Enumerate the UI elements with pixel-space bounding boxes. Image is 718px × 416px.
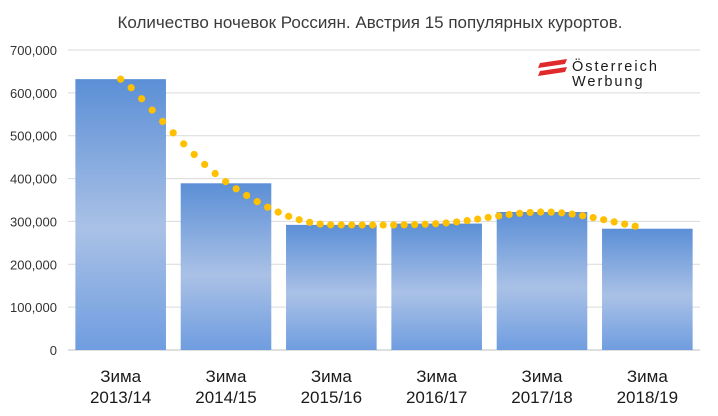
y-tick-label: 500,000 (10, 129, 57, 144)
trendline-dot (474, 215, 482, 223)
trendline-dot (505, 210, 513, 219)
trendline-dot (369, 221, 377, 229)
trendline-dot (631, 222, 639, 230)
trendline-dot (138, 95, 146, 103)
austria-werbung-logo: Österreich Werbung (538, 57, 659, 90)
bar (496, 212, 588, 350)
trendline-dot (316, 220, 324, 228)
trendline-dot (127, 84, 135, 92)
trendline-dot (621, 220, 629, 228)
y-tick-label: 400,000 (10, 172, 57, 187)
trendline-dot (264, 203, 272, 211)
x-tick-label: Зима (522, 367, 563, 386)
trendline-dot (285, 212, 293, 220)
x-tick-label: Зима (416, 367, 457, 386)
trendline-dot (211, 169, 219, 178)
trendline-dot (253, 198, 261, 206)
bars (75, 79, 693, 351)
x-tick-label: Зима (627, 367, 668, 386)
trendline-dot (274, 208, 282, 216)
bar (602, 228, 693, 350)
trendline-dot (169, 129, 177, 137)
y-tick-label: 600,000 (10, 86, 57, 101)
trendline-dot (327, 221, 335, 229)
logo-line2: Werbung (572, 74, 645, 90)
trendline-dot (201, 160, 209, 169)
x-tick-label: 2016/17 (406, 388, 467, 407)
x-tick-label: 2013/14 (90, 388, 151, 407)
trendline-dot (495, 212, 503, 220)
trendline-dot (232, 185, 240, 193)
chart-title: Количество ночевок Россиян. Австрия 15 п… (118, 13, 623, 32)
trendline (117, 75, 639, 230)
trendline-dot (358, 221, 366, 229)
trendline-dot (159, 117, 167, 126)
trendline-dot (547, 208, 555, 216)
trendline-dot (421, 220, 429, 228)
y-tick-label: 200,000 (10, 257, 57, 272)
trendline-dot (243, 191, 251, 200)
trendline-dot (348, 221, 356, 229)
trendline-dot (600, 216, 608, 224)
y-axis-ticks: 0 100,000 200,000 300,000 400,000 500,000 600,… (10, 43, 57, 358)
trendline-dot (453, 218, 461, 226)
trendline-dot (400, 221, 408, 229)
trendline-dot (442, 219, 450, 227)
trendline-dot (390, 221, 398, 229)
x-tick-label: 2017/18 (511, 388, 572, 407)
y-tick-label: 700,000 (10, 43, 57, 58)
trendline-dot (180, 140, 188, 148)
trendline-dot (117, 75, 125, 83)
trendline-dot (568, 210, 576, 218)
trendline-dot (589, 213, 597, 222)
logo-stripes-icon (538, 59, 567, 76)
trendline-dot (516, 209, 524, 217)
trendline-dot (337, 221, 345, 229)
y-tick-label: 100,000 (10, 300, 57, 315)
x-axis-labels: Зима 2013/14 Зима 2014/15 Зима 2015/16 Зима 201… (90, 367, 678, 407)
trendline-dot (295, 216, 303, 224)
bar (286, 224, 377, 350)
trendline-dot (190, 150, 198, 159)
y-tick-label: 300,000 (10, 214, 57, 229)
x-tick-label: Зима (100, 367, 141, 386)
trendline-dot (463, 216, 471, 225)
bar (75, 79, 166, 351)
trendline-dot (432, 220, 440, 228)
x-tick-label: 2018/19 (617, 388, 678, 407)
trendline-dot (537, 208, 545, 216)
x-tick-label: Зима (311, 367, 352, 386)
trendline-dot (379, 221, 387, 229)
trendline-dot (579, 212, 587, 220)
x-tick-label: 2015/16 (301, 388, 362, 407)
trendline-dot (610, 218, 618, 226)
trendline-dot (484, 213, 492, 222)
y-tick-label: 0 (50, 343, 57, 358)
x-tick-label: Зима (206, 367, 247, 386)
trendline-dot (558, 209, 566, 217)
trendline-dot (526, 208, 534, 217)
bar (391, 223, 482, 350)
trendline-dot (411, 221, 419, 229)
x-tick-label: 2014/15 (195, 388, 256, 407)
trendline-dot (148, 106, 156, 114)
bar (180, 183, 272, 350)
trendline-dot (306, 218, 314, 226)
logo-line1: Österreich (572, 57, 659, 75)
trendline-dot (222, 178, 230, 186)
